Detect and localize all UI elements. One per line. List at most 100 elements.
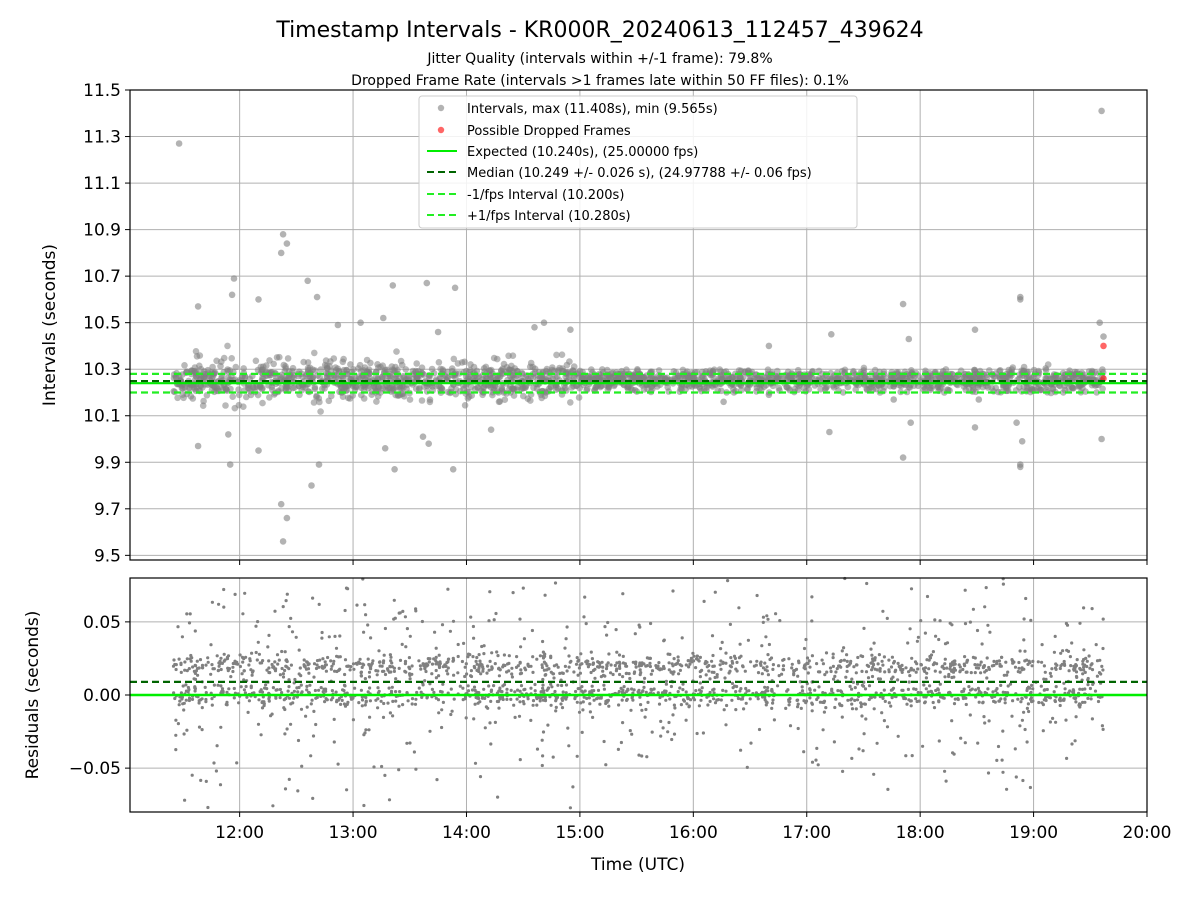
residual-point <box>743 669 747 673</box>
residual-point <box>178 699 182 703</box>
residual-point <box>367 728 371 732</box>
residual-point <box>909 587 914 591</box>
residual-point <box>490 651 494 655</box>
residual-point <box>979 660 983 664</box>
residual-point <box>861 684 866 688</box>
residual-point <box>907 670 911 674</box>
residual-point <box>231 665 235 669</box>
residual-point <box>991 690 995 694</box>
residual-point <box>869 661 873 665</box>
residual-point <box>596 665 600 669</box>
residual-point <box>907 680 911 684</box>
residual-point <box>1075 658 1079 662</box>
residual-point <box>820 658 824 662</box>
residual-point <box>748 697 752 701</box>
residual-point <box>1088 666 1092 670</box>
interval-point <box>563 361 571 369</box>
residual-point <box>560 683 564 688</box>
residual-point <box>953 697 957 701</box>
residual-point <box>511 591 515 595</box>
residual-point <box>500 695 505 699</box>
residual-point <box>314 696 318 700</box>
residual-point <box>1064 718 1068 722</box>
residual-point <box>565 625 569 629</box>
residual-point <box>509 688 513 693</box>
y-tick-label: 0.00 <box>83 686 121 706</box>
residual-point <box>802 646 807 651</box>
residual-point <box>183 668 187 672</box>
interval-point <box>558 351 566 359</box>
residual-point <box>865 663 869 667</box>
residual-point <box>366 690 370 694</box>
residual-point <box>694 689 698 693</box>
residual-point <box>852 665 856 669</box>
residual-point <box>314 722 318 727</box>
residual-point <box>303 665 307 669</box>
residual-point <box>765 669 769 673</box>
residual-point <box>726 579 730 583</box>
residual-point <box>1088 686 1092 691</box>
interval-point <box>690 373 698 381</box>
residual-point <box>452 697 456 701</box>
residual-point <box>599 696 603 700</box>
residual-point <box>369 667 373 671</box>
residual-point <box>331 696 335 700</box>
residual-point <box>268 671 272 675</box>
interval-point <box>311 349 318 357</box>
residual-point <box>238 653 242 657</box>
residual-point <box>639 671 643 675</box>
interval-point <box>464 395 472 402</box>
residual-point <box>321 657 325 661</box>
residual-point <box>1030 683 1034 688</box>
interval-point <box>384 384 392 392</box>
residual-point <box>206 805 210 810</box>
residual-point <box>640 708 644 712</box>
residual-point <box>687 705 691 709</box>
interval-point <box>181 362 188 369</box>
residual-point <box>541 686 545 690</box>
residual-point <box>1082 668 1086 672</box>
residual-point <box>204 779 208 784</box>
residual-point <box>640 661 644 665</box>
residual-point <box>718 663 722 667</box>
residual-point <box>172 658 176 662</box>
residual-point <box>953 668 958 672</box>
residual-point <box>360 665 364 670</box>
residual-point <box>217 661 221 665</box>
residual-point <box>631 698 635 702</box>
residual-point <box>1008 682 1013 686</box>
residual-point <box>1010 714 1014 718</box>
residual-point <box>745 765 749 770</box>
residual-point <box>909 699 913 703</box>
residual-point <box>885 725 890 729</box>
residual-point <box>588 702 592 706</box>
interval-point <box>815 367 823 375</box>
residual-point <box>210 663 214 667</box>
interval-outlier-point <box>826 428 833 436</box>
residual-point <box>780 672 784 676</box>
residual-point <box>878 667 882 671</box>
residual-point <box>434 668 438 673</box>
residual-point <box>613 663 617 668</box>
residual-point <box>242 688 246 692</box>
residual-point <box>698 655 703 660</box>
residual-point <box>489 742 493 746</box>
residual-point <box>669 684 674 689</box>
residual-point <box>383 773 387 778</box>
residuals-panel: −0.050.000.05 12:00 13:00 14:00 15:00 16:00 1… <box>23 576 1172 875</box>
interval-point <box>1004 387 1012 394</box>
residual-point <box>1017 666 1021 670</box>
residual-point <box>695 731 699 736</box>
intervals-panel: 9.59.79.910.110.310.510.710.911.111.311.… <box>40 81 1148 566</box>
residual-point <box>496 699 501 704</box>
residual-point <box>397 666 401 671</box>
residual-point <box>951 670 956 674</box>
residual-point <box>906 687 911 692</box>
residual-point <box>1070 742 1074 746</box>
residual-point <box>993 700 997 704</box>
residual-point <box>561 671 565 676</box>
residual-point <box>387 798 392 802</box>
residual-point <box>469 615 473 619</box>
residual-point <box>473 702 477 706</box>
residual-point <box>593 676 597 680</box>
